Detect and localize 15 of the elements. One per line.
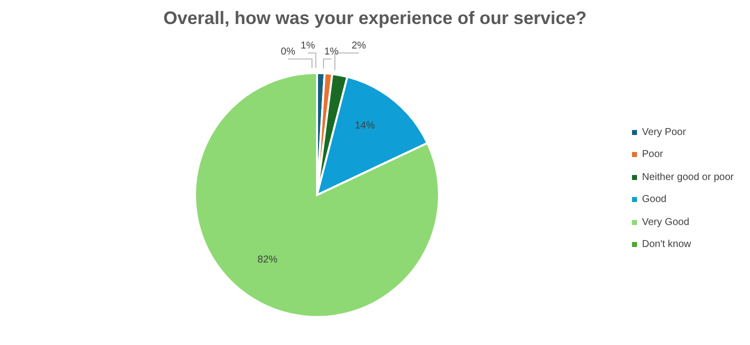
text: 0%	[280, 46, 296, 58]
legend-label: Don't know	[642, 239, 692, 250]
legend-label: Good	[642, 194, 666, 206]
legend-label: Poor	[642, 149, 664, 160]
data-label: 82%	[258, 254, 278, 266]
legend-label: Very Poor	[642, 126, 686, 138]
data-label: 14%	[354, 120, 375, 132]
data-label: 2%	[352, 40, 366, 52]
legend-label: Very Good	[642, 216, 690, 228]
data-label: 1%	[324, 46, 339, 58]
legend-label: Neither good or poor	[642, 172, 734, 183]
pie-slice	[194, 72, 440, 318]
data-label: 1%	[300, 40, 316, 52]
pie-slice	[316, 76, 428, 196]
chart-title: Overall, how was your experience of our service?	[162, 8, 588, 29]
